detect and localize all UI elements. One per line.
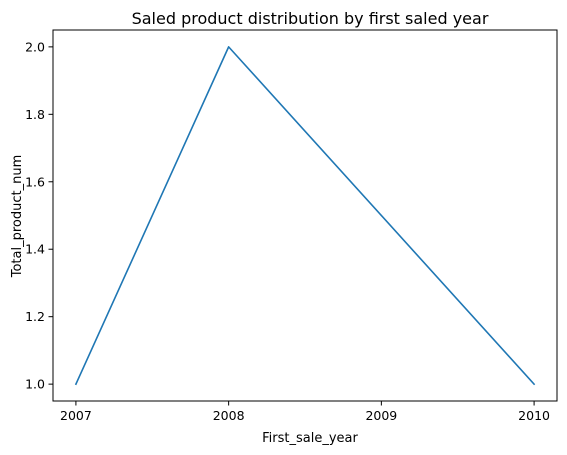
y-tick-label: 2.0 [25, 39, 45, 54]
series-line-0 [74, 46, 536, 386]
y-tick-label: 1.2 [25, 309, 45, 324]
y-tick-label: 1.8 [25, 107, 45, 122]
y-tick-label: 1.6 [25, 174, 45, 189]
x-tick-label: 2009 [365, 408, 397, 423]
plot-frame [52, 29, 558, 402]
x-tick-label: 2008 [213, 408, 245, 423]
x-axis-label: First_sale_year [262, 431, 358, 446]
y-axis-label: Total_product_num [10, 155, 25, 279]
x-tick-label: 2010 [518, 408, 550, 423]
chart-title: Saled product distribution by first sale… [132, 9, 489, 28]
x-tick-label: 2007 [60, 408, 92, 423]
y-axis-ticks: 1.0 1.2 1.4 1.6 1.8 2.0 [25, 39, 53, 392]
y-tick-label: 1.0 [25, 377, 45, 392]
x-axis-ticks: 2007 2008 2009 2010 [60, 401, 550, 423]
series-layer [74, 46, 536, 386]
y-tick-label: 1.4 [25, 242, 45, 257]
